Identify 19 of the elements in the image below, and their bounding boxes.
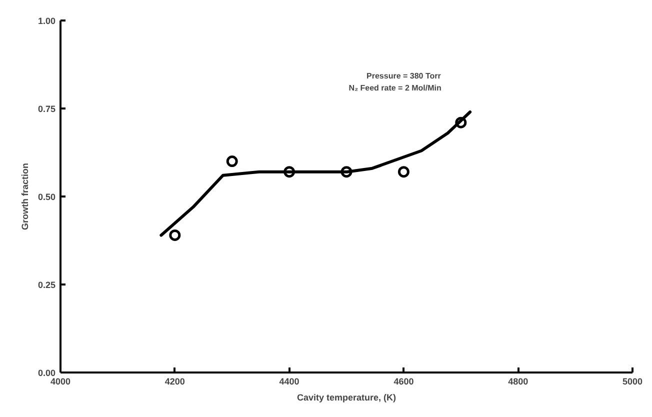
x-tick-label: 4200: [164, 376, 185, 386]
x-tick-label: 4000: [50, 376, 71, 386]
x-tick-label: 4800: [508, 376, 528, 386]
y-tick-label: 1.00: [38, 16, 56, 26]
point: [226, 156, 238, 168]
y-tick-label: 0.75: [38, 104, 56, 114]
x-tick-label: 5000: [622, 376, 643, 386]
point: [398, 166, 410, 178]
y-tick-label: 0.25: [38, 280, 56, 290]
point: [169, 229, 181, 241]
y-tick-label: 0.50: [38, 192, 56, 202]
line-series: [160, 110, 472, 237]
x-tick-label: 4600: [394, 376, 414, 386]
y-tick-label: 0.00: [38, 368, 56, 378]
y-axis-title: Growth fraction: [20, 163, 30, 230]
annotation: N₂ Feed rate = 2 Mol/Min: [348, 84, 442, 93]
x-tick-label: 4400: [279, 376, 300, 386]
annotation: Pressure = 380 Torr: [366, 71, 441, 80]
x-axis-title: Cavity temperature, (K): [296, 392, 396, 402]
